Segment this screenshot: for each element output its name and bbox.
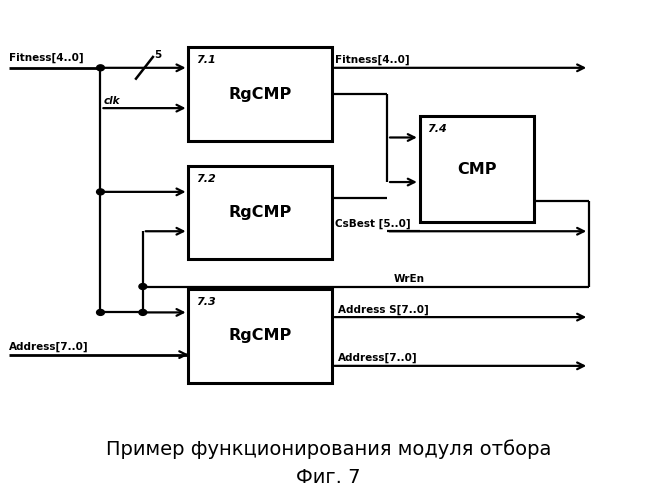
- Circle shape: [97, 65, 104, 71]
- Text: RgCMP: RgCMP: [229, 86, 292, 102]
- Text: Fitness[4..0]: Fitness[4..0]: [9, 52, 84, 63]
- Text: 7.2: 7.2: [196, 174, 216, 184]
- Text: RgCMP: RgCMP: [229, 205, 292, 220]
- Text: Address S[7..0]: Address S[7..0]: [338, 304, 429, 315]
- Text: Address[7..0]: Address[7..0]: [9, 341, 89, 352]
- Text: Fitness[4..0]: Fitness[4..0]: [335, 54, 409, 65]
- FancyBboxPatch shape: [189, 289, 332, 383]
- Text: WrEn: WrEn: [394, 274, 424, 284]
- Text: 5: 5: [154, 50, 162, 60]
- FancyBboxPatch shape: [189, 47, 332, 141]
- Text: RgCMP: RgCMP: [229, 328, 292, 343]
- Text: Фиг. 7: Фиг. 7: [296, 468, 361, 487]
- Text: CsBest [5..0]: CsBest [5..0]: [335, 219, 411, 229]
- Text: 7.3: 7.3: [196, 297, 216, 307]
- Text: 7.4: 7.4: [428, 124, 447, 134]
- Text: CMP: CMP: [457, 162, 497, 177]
- Text: Пример функционирования модуля отбора: Пример функционирования модуля отбора: [106, 440, 551, 459]
- Text: clk: clk: [104, 96, 120, 106]
- FancyBboxPatch shape: [189, 166, 332, 259]
- Circle shape: [97, 309, 104, 315]
- Text: Address[7..0]: Address[7..0]: [338, 353, 418, 363]
- Text: 7.1: 7.1: [196, 55, 216, 65]
- Circle shape: [97, 189, 104, 195]
- FancyBboxPatch shape: [420, 116, 533, 223]
- Circle shape: [139, 283, 147, 289]
- Circle shape: [139, 309, 147, 315]
